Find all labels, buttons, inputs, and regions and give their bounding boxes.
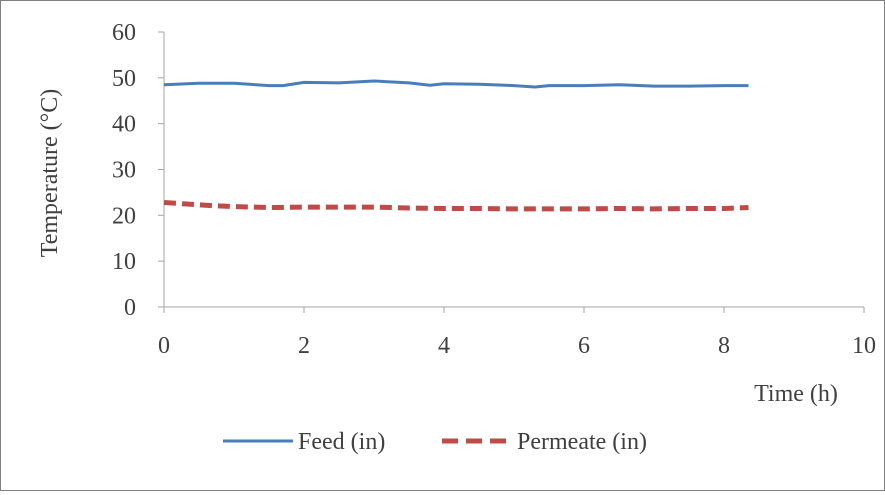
legend-item-permeate: Permeate (in): [442, 429, 647, 455]
series-line-permeate: [163, 200, 749, 212]
y-tick-label: 40: [112, 112, 136, 138]
series: [163, 79, 749, 212]
x-tick-label: 6: [578, 333, 590, 359]
y-tick-label: 10: [112, 249, 136, 275]
y-axis-title: Temperature (°C): [37, 89, 63, 258]
legend: Feed (in) Permeate (in): [223, 429, 647, 455]
legend-label: Feed (in): [298, 429, 385, 455]
y-tick-label: 60: [112, 20, 136, 46]
series-line-feed: [163, 79, 749, 89]
ticks: 0 10 20 30 40 50 60 0 2 4 6 8 10: [112, 20, 876, 359]
y-tick-label: 0: [124, 295, 136, 321]
x-tick-label: 8: [718, 333, 730, 359]
legend-label: Permeate (in): [517, 429, 647, 455]
y-tick-label: 20: [112, 203, 136, 229]
x-tick-label: 4: [438, 333, 450, 359]
x-tick-label: 0: [158, 333, 170, 359]
y-tick-label: 50: [112, 66, 136, 92]
axes: [163, 32, 864, 308]
x-axis-title: Time (h): [754, 381, 838, 407]
x-tick-label: 10: [852, 333, 876, 359]
x-tick-label: 2: [298, 333, 310, 359]
y-tick-label: 30: [112, 158, 136, 184]
legend-item-feed: Feed (in): [223, 429, 385, 455]
